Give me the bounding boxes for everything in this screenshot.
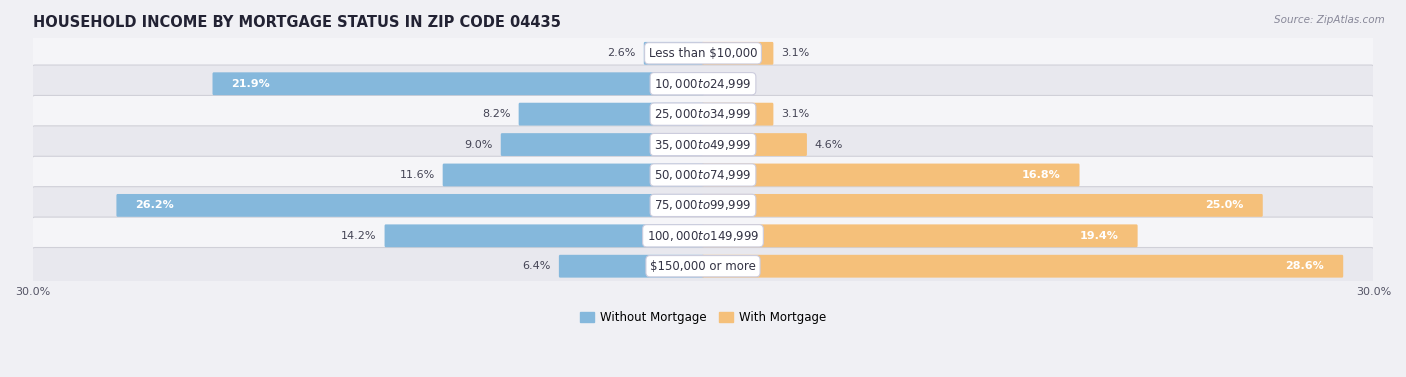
Text: 9.0%: 9.0% bbox=[464, 139, 494, 150]
FancyBboxPatch shape bbox=[385, 224, 704, 247]
FancyBboxPatch shape bbox=[644, 42, 704, 65]
Text: 8.2%: 8.2% bbox=[482, 109, 510, 119]
FancyBboxPatch shape bbox=[212, 72, 704, 95]
Text: $25,000 to $34,999: $25,000 to $34,999 bbox=[654, 107, 752, 121]
FancyBboxPatch shape bbox=[443, 164, 704, 186]
Text: Less than $10,000: Less than $10,000 bbox=[648, 47, 758, 60]
FancyBboxPatch shape bbox=[558, 255, 704, 277]
FancyBboxPatch shape bbox=[31, 35, 1375, 72]
Text: 14.2%: 14.2% bbox=[342, 231, 377, 241]
Text: 28.6%: 28.6% bbox=[1285, 261, 1324, 271]
Text: HOUSEHOLD INCOME BY MORTGAGE STATUS IN ZIP CODE 04435: HOUSEHOLD INCOME BY MORTGAGE STATUS IN Z… bbox=[32, 15, 561, 30]
Text: 0.0%: 0.0% bbox=[711, 79, 740, 89]
FancyBboxPatch shape bbox=[702, 164, 1080, 186]
FancyBboxPatch shape bbox=[31, 95, 1375, 133]
FancyBboxPatch shape bbox=[31, 126, 1375, 163]
Text: 21.9%: 21.9% bbox=[232, 79, 270, 89]
Text: 11.6%: 11.6% bbox=[399, 170, 434, 180]
Text: $10,000 to $24,999: $10,000 to $24,999 bbox=[654, 77, 752, 91]
Text: 16.8%: 16.8% bbox=[1022, 170, 1060, 180]
FancyBboxPatch shape bbox=[702, 133, 807, 156]
Text: $75,000 to $99,999: $75,000 to $99,999 bbox=[654, 198, 752, 212]
Text: 25.0%: 25.0% bbox=[1205, 201, 1244, 210]
Text: 4.6%: 4.6% bbox=[814, 139, 844, 150]
Text: 19.4%: 19.4% bbox=[1080, 231, 1119, 241]
FancyBboxPatch shape bbox=[501, 133, 704, 156]
FancyBboxPatch shape bbox=[31, 187, 1375, 224]
Text: 3.1%: 3.1% bbox=[782, 109, 810, 119]
Text: $50,000 to $74,999: $50,000 to $74,999 bbox=[654, 168, 752, 182]
FancyBboxPatch shape bbox=[31, 156, 1375, 194]
FancyBboxPatch shape bbox=[702, 42, 773, 65]
FancyBboxPatch shape bbox=[519, 103, 704, 126]
Text: 2.6%: 2.6% bbox=[607, 48, 636, 58]
FancyBboxPatch shape bbox=[702, 224, 1137, 247]
FancyBboxPatch shape bbox=[702, 103, 773, 126]
FancyBboxPatch shape bbox=[702, 194, 1263, 217]
Text: $35,000 to $49,999: $35,000 to $49,999 bbox=[654, 138, 752, 152]
Text: 3.1%: 3.1% bbox=[782, 48, 810, 58]
FancyBboxPatch shape bbox=[31, 65, 1375, 103]
Text: $150,000 or more: $150,000 or more bbox=[650, 260, 756, 273]
FancyBboxPatch shape bbox=[117, 194, 704, 217]
Text: 6.4%: 6.4% bbox=[523, 261, 551, 271]
FancyBboxPatch shape bbox=[31, 217, 1375, 254]
FancyBboxPatch shape bbox=[702, 255, 1343, 277]
Text: 26.2%: 26.2% bbox=[135, 201, 174, 210]
Text: $100,000 to $149,999: $100,000 to $149,999 bbox=[647, 229, 759, 243]
Text: Source: ZipAtlas.com: Source: ZipAtlas.com bbox=[1274, 15, 1385, 25]
Legend: Without Mortgage, With Mortgage: Without Mortgage, With Mortgage bbox=[575, 307, 831, 329]
FancyBboxPatch shape bbox=[31, 248, 1375, 285]
